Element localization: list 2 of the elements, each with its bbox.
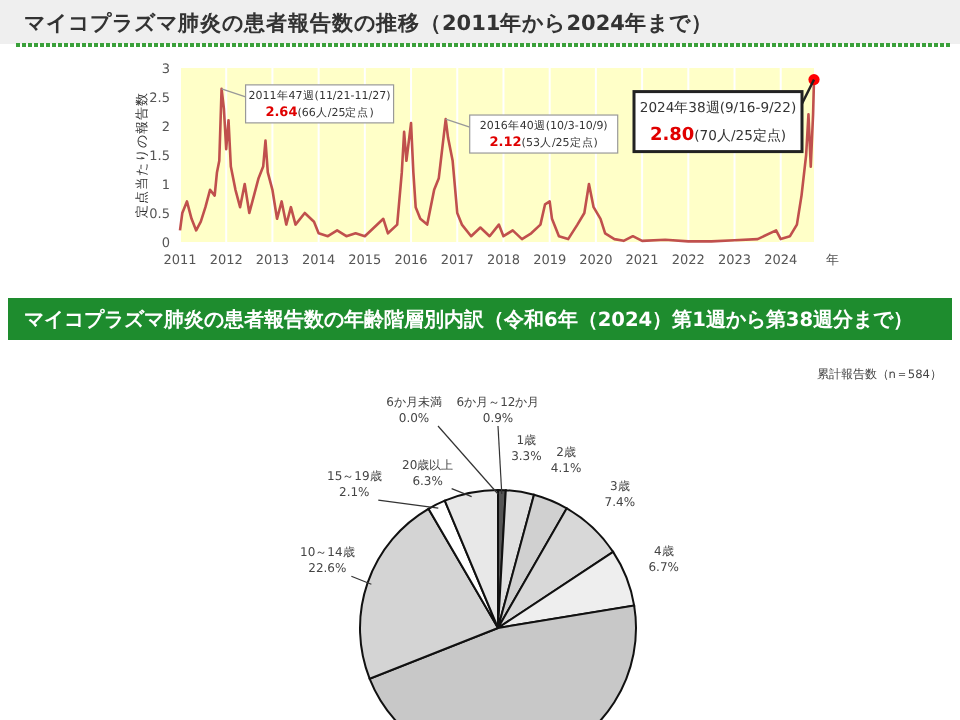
chart-title: マイコプラズマ肺炎の患者報告数の推移（2011年から2024年まで） — [24, 10, 713, 36]
chart-title: マイコプラズマ肺炎の患者報告数の年齢階層別内訳（令和6年（2024）第1週から第38週分まで） — [24, 308, 914, 332]
